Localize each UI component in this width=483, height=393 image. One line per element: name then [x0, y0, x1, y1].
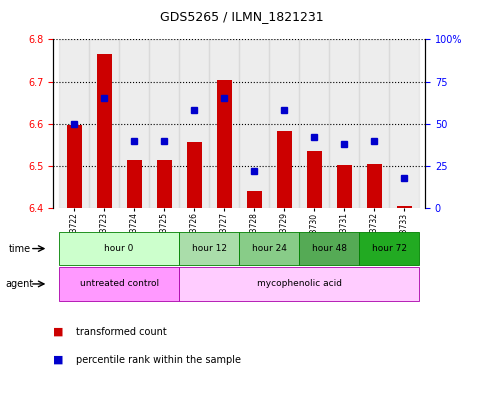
Text: GDS5265 / ILMN_1821231: GDS5265 / ILMN_1821231: [160, 10, 323, 23]
Bar: [67, 125, 82, 208]
Text: hour 24: hour 24: [252, 244, 286, 253]
Text: hour 12: hour 12: [192, 244, 227, 253]
Bar: [359, 39, 389, 208]
Bar: [186, 141, 201, 208]
Bar: [149, 39, 179, 208]
Bar: [179, 39, 209, 208]
Text: percentile rank within the sample: percentile rank within the sample: [76, 354, 242, 365]
Text: hour 72: hour 72: [371, 244, 407, 253]
Bar: [389, 39, 419, 208]
Bar: [269, 39, 299, 208]
Bar: [97, 54, 112, 208]
Bar: [209, 39, 239, 208]
Text: untreated control: untreated control: [80, 279, 159, 288]
Bar: [307, 151, 322, 208]
Text: transformed count: transformed count: [76, 327, 167, 337]
Bar: [216, 80, 231, 208]
Text: agent: agent: [6, 279, 34, 289]
Bar: [367, 164, 382, 208]
Bar: [277, 131, 292, 208]
Bar: [397, 206, 412, 208]
Bar: [119, 39, 149, 208]
Bar: [239, 39, 269, 208]
Bar: [299, 39, 329, 208]
Text: hour 0: hour 0: [104, 244, 134, 253]
Text: mycophenolic acid: mycophenolic acid: [256, 279, 341, 288]
Bar: [89, 39, 119, 208]
Text: ■: ■: [53, 354, 64, 365]
Bar: [247, 191, 262, 208]
Bar: [156, 160, 171, 208]
Bar: [337, 165, 352, 208]
Text: time: time: [9, 244, 31, 253]
Bar: [59, 39, 89, 208]
Bar: [127, 160, 142, 208]
Text: hour 48: hour 48: [312, 244, 347, 253]
Text: ■: ■: [53, 327, 64, 337]
Bar: [329, 39, 359, 208]
